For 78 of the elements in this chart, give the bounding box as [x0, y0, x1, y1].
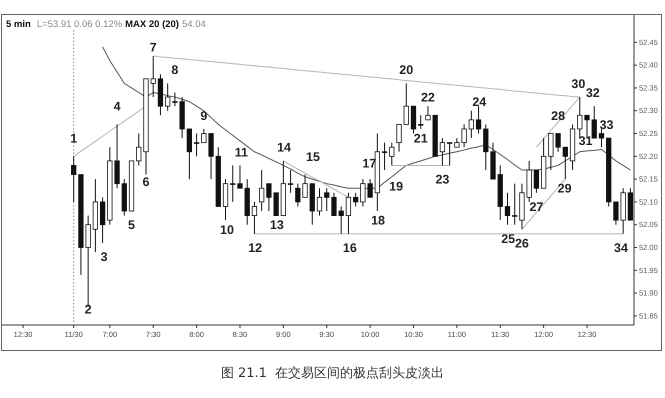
chart-title: 5 min [6, 19, 32, 30]
candlestick [252, 201, 258, 234]
annotation: 25 [501, 232, 516, 246]
annotation: 9 [200, 108, 208, 123]
candlestick [410, 106, 416, 134]
annotation: 20 [399, 63, 414, 78]
annotation: 14 [277, 140, 292, 155]
candlestick [562, 146, 568, 180]
annotation: 22 [420, 90, 435, 105]
candlestick [534, 170, 540, 194]
candlestick [100, 196, 106, 244]
candlestick [136, 133, 142, 166]
annotation: 34 [614, 241, 628, 255]
candlestick [476, 106, 482, 134]
annotation: 10 [220, 222, 234, 237]
annotation: 31 [578, 134, 593, 148]
candlestick [468, 110, 474, 139]
candlestick [346, 192, 352, 234]
annotation: 21 [414, 132, 428, 146]
caption: 图 21.1 在交易区间的极点刮头皮淡出 [220, 365, 444, 381]
candlestick [396, 124, 402, 152]
annotation: 33 [600, 118, 614, 132]
candlestick [302, 174, 308, 198]
annotation: 11 [234, 145, 248, 160]
annotation: 18 [371, 214, 386, 228]
annotation: 4 [114, 100, 121, 114]
candlestick [288, 170, 294, 194]
annotation: 1 [70, 132, 78, 146]
annotation: 24 [472, 95, 486, 110]
annotation: 29 [558, 182, 572, 196]
candlestick [338, 206, 344, 234]
annotation: 12 [248, 241, 262, 255]
annotation: 16 [342, 241, 357, 255]
candlestick [404, 82, 409, 125]
candlestick [237, 164, 243, 189]
candlestick [114, 124, 120, 189]
candlestick [425, 106, 431, 120]
candlestick [382, 142, 388, 170]
annotation: 32 [586, 86, 600, 100]
candlestick [613, 201, 619, 226]
candlestick [222, 178, 228, 221]
annotation: 2 [84, 302, 92, 317]
annotation: 5 [128, 218, 136, 232]
candlestick [461, 124, 467, 148]
annotation: 23 [435, 172, 450, 187]
candlestick [295, 183, 300, 207]
candlestick [418, 114, 424, 130]
annotation: 26 [514, 236, 529, 250]
candlestick [194, 133, 200, 157]
candlestick [208, 133, 214, 180]
candlestick [316, 188, 322, 216]
candlestick [598, 128, 604, 148]
chart-subtitle: L=53.91 0.06 0.12% MAX 20 (20) 54.04 [36, 19, 206, 30]
candlestick [389, 142, 394, 166]
candlestick [331, 192, 337, 216]
annotation: 30 [571, 76, 586, 91]
annotation: 13 [270, 218, 284, 232]
annotation: 3 [100, 250, 108, 264]
annotation: 15 [306, 150, 320, 164]
candlestick [512, 183, 518, 226]
candlestick [555, 133, 561, 152]
annotation: 27 [529, 200, 544, 214]
candlestick [440, 138, 446, 166]
annotation: 8 [171, 63, 178, 78]
candlestick [592, 106, 597, 139]
candlestick [504, 192, 510, 226]
candlestick [324, 188, 330, 212]
candlestick [230, 164, 236, 202]
annotation: 6 [142, 174, 150, 189]
annotation: 19 [389, 179, 404, 194]
candlestick [201, 128, 206, 144]
candlestick [483, 124, 488, 170]
annotation: 7 [150, 40, 157, 54]
candlestick [150, 56, 156, 98]
candlestick [165, 82, 170, 112]
annotation: 28 [551, 108, 566, 123]
candlestick [172, 92, 178, 107]
candlestick [71, 156, 76, 202]
